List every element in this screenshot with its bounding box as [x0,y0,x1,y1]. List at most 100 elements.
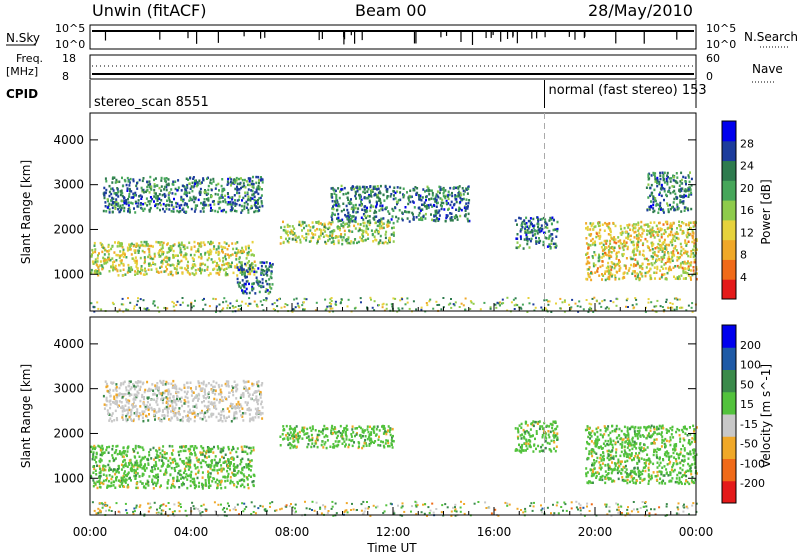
power-echo-cell [451,219,454,222]
vel-echo-cell [215,407,218,411]
power-echo-cell [322,228,325,232]
power-echo-cell [104,258,107,262]
power-echo-cell [622,272,625,275]
power-echo-cell [434,197,437,200]
power-echo-cell [195,179,197,182]
power-echo-cell [391,207,394,211]
power-echo-cell [663,273,666,276]
power-echo-cell [122,268,125,271]
power-echo-cell [539,239,542,243]
power-echo-cell [217,253,220,256]
power-echo-cell [659,174,662,177]
power-echo-cell [167,250,170,254]
vel-echo-cell [130,393,133,396]
power-echo-cell [166,267,168,271]
power-echo-cell [150,264,152,267]
power-echo-cell [372,185,375,189]
power-echo-cell [342,221,345,224]
vel-echo-cell [90,445,92,449]
power-echo-cell [669,180,672,183]
power-scatter-cell [274,309,276,312]
power-echo-cell [384,240,387,244]
power-echo-cell [367,233,369,236]
power-echo-cell [221,263,224,267]
power-echo-cell [594,253,597,257]
power-echo-cell [234,251,237,254]
vel-echo-cell [188,449,191,453]
power-echo-cell [185,186,188,189]
vel-echo-cell [168,465,171,468]
power-echo-cell [121,195,124,198]
power-echo-cell [218,259,221,262]
vel-echo-cell [222,456,225,460]
power-echo-cell [374,238,377,241]
power-echo-cell [134,261,137,264]
vel-echo-cell [129,380,132,383]
power-echo-cell [211,241,214,244]
power-echo-cell [672,185,675,188]
power-echo-cell [382,241,385,245]
power-echo-cell [611,237,614,241]
power-echo-cell [110,187,113,191]
power-echo-cell [150,257,152,260]
power-scatter-cell [385,307,388,310]
power-echo-cell [654,175,656,178]
power-scatter-cell [329,298,332,301]
power-echo-cell [137,270,139,273]
power-echo-cell [687,240,690,243]
power-scatter-cell [527,297,530,299]
vel-echo-cell [227,458,229,461]
vel-echo-cell [125,388,128,392]
vel-echo-cell [205,452,208,455]
power-scatter-cell [293,298,296,301]
power-echo-cell [604,270,607,273]
power-echo-cell [691,240,694,244]
power-echo-cell [134,194,137,197]
power-echo-cell [672,174,675,177]
vel-echo-cell [246,483,249,487]
power-echo-cell [367,187,370,191]
power-echo-cell [202,203,204,206]
power-echo-cell [695,248,698,251]
vel-echo-cell [94,469,97,472]
power-echo-cell [685,242,688,245]
power-echo-cell [608,277,611,281]
power-echo-cell [438,214,441,217]
power-echo-cell [382,193,385,197]
power-echo-cell [411,200,414,203]
power-scatter-cell [237,308,240,311]
power-echo-cell [119,259,122,263]
power-echo-cell [145,272,148,276]
power-echo-cell [148,185,151,189]
nsky-right-tick-low: 10^0 [706,38,736,51]
power-echo-cell [102,246,105,249]
power-echo-cell [421,196,424,199]
power-echo-cell [649,276,652,280]
vel-echo-cell [151,470,154,473]
vel-echo-cell [259,411,262,415]
power-echo-cell [636,272,639,275]
power-scatter-cell [635,298,638,301]
vel-echo-cell [109,394,112,398]
power-echo-cell [373,211,376,215]
power-scatter-cell [585,299,588,301]
vel-echo-cell [191,445,194,448]
power-echo-cell [604,251,606,255]
power-echo-cell [232,201,234,204]
vel-echo-cell [181,404,183,408]
vel-echo-cell [218,385,221,389]
power-echo-cell [524,229,527,232]
power-echo-cell [354,216,357,219]
power-echo-cell [236,241,239,244]
power-echo-cell [375,221,377,224]
power-echo-cell [457,208,460,212]
power-echo-cell [330,236,333,239]
power-echo-cell [116,245,119,248]
power-echo-cell [347,211,350,214]
power-echo-cell [178,260,181,264]
power-echo-cell [229,176,232,180]
power-echo-cell [183,192,186,196]
power-echo-cell [426,185,429,189]
power-echo-cell [677,256,680,259]
power-echo-cell [460,208,463,212]
